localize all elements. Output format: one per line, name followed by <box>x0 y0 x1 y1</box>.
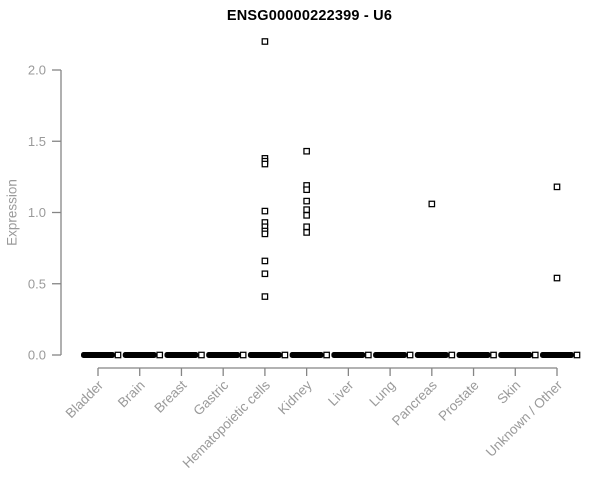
y-tick-label: 0.0 <box>28 348 46 363</box>
data-point <box>261 293 269 300</box>
y-tick-label: 0.5 <box>28 276 46 291</box>
zero-cluster-dash <box>498 352 533 358</box>
data-point <box>261 270 269 278</box>
zero-cluster-dash <box>289 352 324 358</box>
y-axis-title: Expression <box>4 179 20 246</box>
y-tick-label: 1.5 <box>28 134 46 149</box>
data-point <box>261 257 269 265</box>
data-point <box>261 38 269 45</box>
x-tick-label: Pancreas <box>389 377 440 428</box>
zero-cluster-dash <box>456 352 491 358</box>
data-point <box>261 160 269 168</box>
data-point <box>303 212 310 219</box>
data-point <box>553 274 561 282</box>
data-point <box>261 230 269 238</box>
x-tick-label: Skin <box>494 378 523 407</box>
data-point <box>303 147 310 155</box>
x-tick-label: Gastric <box>190 377 231 418</box>
zero-cluster-dash <box>206 352 241 358</box>
x-tick-label: Kidney <box>275 377 315 417</box>
zero-point-marker <box>448 351 456 359</box>
data-point <box>553 183 561 191</box>
zero-point-marker <box>531 351 539 359</box>
x-tick-label: Prostate <box>436 378 482 424</box>
zero-cluster-dash <box>373 352 408 358</box>
x-tick-label: Bladder <box>63 377 107 421</box>
data-point <box>303 229 310 236</box>
zero-point-marker <box>573 351 581 359</box>
data-point <box>303 223 310 231</box>
data-point <box>261 207 269 215</box>
zero-cluster-dash <box>122 352 157 358</box>
zero-cluster-dash <box>331 352 366 358</box>
data-point <box>303 186 310 194</box>
zero-point-marker <box>323 351 330 359</box>
chart-title: ENSG00000222399 - U6 <box>226 8 393 24</box>
zero-cluster-dash <box>540 352 574 358</box>
data-point <box>303 206 310 213</box>
zero-cluster-dash <box>164 352 199 358</box>
zero-point-marker <box>198 351 205 359</box>
zero-point-marker <box>156 351 164 359</box>
zero-point-marker <box>114 351 122 359</box>
x-tick-label: Lung <box>366 378 398 410</box>
x-tick-label: Brain <box>115 378 148 411</box>
x-tick-label: Unknown / Other <box>483 377 566 460</box>
y-tick-label: 1.0 <box>28 205 46 220</box>
y-tick-label: 2.0 <box>28 63 46 78</box>
x-tick-label: Liver <box>325 377 357 409</box>
zero-point-marker <box>281 351 289 359</box>
zero-point-marker <box>406 351 414 359</box>
x-tick-label: Breast <box>151 377 189 415</box>
data-point <box>303 197 310 205</box>
zero-point-marker <box>490 351 497 359</box>
data-point <box>428 200 436 208</box>
zero-point-marker <box>239 351 247 359</box>
zero-cluster-dash <box>247 352 282 358</box>
zero-cluster-dash <box>414 352 449 358</box>
zero-point-marker <box>365 351 372 359</box>
zero-cluster-dash <box>81 352 115 358</box>
